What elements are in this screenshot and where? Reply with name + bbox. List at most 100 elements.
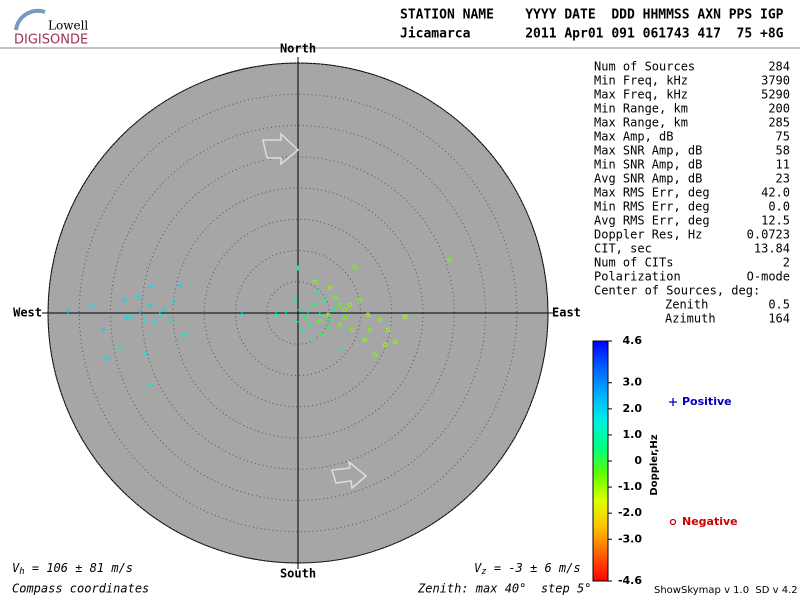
stat-value: 5290 — [761, 88, 790, 102]
stat-label: Min RMS Err, deg — [594, 200, 710, 214]
stat-value: 0.5 — [768, 298, 790, 312]
positive-source — [135, 294, 141, 300]
legend-item: Negative — [669, 515, 738, 528]
drift-arrow — [262, 132, 300, 166]
stat-label: Max Freq, kHz — [594, 88, 688, 102]
stat-label: Min Freq, kHz — [594, 74, 688, 88]
header-columns: STATION NAME YYYY DATE DDD HHMMSS AXN PP… — [400, 8, 784, 23]
positive-source — [338, 347, 344, 353]
positive-source — [117, 345, 123, 351]
positive-source — [239, 311, 245, 317]
stat-value: 285 — [768, 116, 790, 130]
positive-source — [325, 325, 331, 331]
vz-text: = -3 ± 6 m/s — [487, 561, 581, 575]
stats-table: Num of Sources 284 Min Freq, kHz 3790 Max Fr… — [594, 60, 790, 326]
colorbar-tick-label: 0 — [634, 454, 642, 467]
colorbar-tick-label: 4.6 — [623, 334, 643, 347]
positive-source — [309, 337, 315, 343]
positive-source — [293, 319, 299, 325]
negative-source — [367, 327, 373, 333]
vh-text: = 106 ± 81 m/s — [25, 561, 133, 575]
positive-source — [327, 317, 333, 323]
direction-east: East — [552, 306, 581, 320]
positive-source — [283, 309, 289, 315]
vh-label: Vh = 106 ± 81 m/s — [12, 561, 133, 577]
positive-source — [128, 314, 134, 320]
vz-sub: z — [481, 567, 486, 577]
negative-source — [327, 285, 333, 291]
negative-source — [402, 314, 408, 320]
stat-value: 23 — [776, 172, 790, 186]
stat-label: Doppler Res, Hz — [594, 228, 702, 242]
vz-label: Vz = -3 ± 6 m/s — [474, 561, 581, 577]
legend-symbol — [669, 398, 677, 406]
stat-label: Azimuth — [665, 312, 716, 326]
colorbar-tick-label: -2.0 — [618, 506, 642, 519]
stat-label: Polarization — [594, 270, 681, 284]
positive-source — [65, 308, 71, 314]
logo-top: Lowell — [48, 19, 88, 33]
legend-symbol — [669, 518, 677, 526]
stat-label: Num of CITs — [594, 256, 673, 270]
stat-value: 0.0 — [768, 200, 790, 214]
stat-value: 12.5 — [761, 214, 790, 228]
negative-source — [447, 257, 453, 263]
positive-source — [297, 307, 303, 313]
positive-source — [182, 332, 188, 338]
stat-value: 200 — [768, 102, 790, 116]
negative-source — [362, 337, 368, 343]
positive-source — [167, 317, 173, 323]
positive-source — [292, 297, 298, 303]
negative-source — [365, 312, 371, 318]
stat-value: 2 — [783, 256, 790, 270]
positive-source — [273, 311, 279, 317]
negative-source — [332, 295, 338, 301]
direction-west: West — [13, 306, 42, 320]
positive-source — [162, 307, 168, 313]
positive-source — [147, 302, 153, 308]
negative-source — [312, 279, 318, 285]
plot: North South West East — [13, 42, 581, 581]
negative-source — [325, 312, 331, 318]
negative-source — [342, 315, 348, 321]
negative-source — [372, 352, 378, 358]
colorbar — [592, 340, 609, 582]
positive-source — [104, 355, 110, 361]
negative-source — [337, 322, 343, 328]
colorbar-tick-label: -3.0 — [618, 532, 642, 545]
center-title: Center of Sources, deg: — [594, 284, 760, 298]
positive-source — [142, 317, 148, 323]
vz-symbol: V — [474, 561, 482, 575]
stat-label: Max SNR Amp, dB — [594, 144, 702, 158]
positive-source — [100, 327, 106, 333]
header-values: Jicamarca 2011 Apr01 091 061743 417 75 +… — [400, 27, 784, 42]
negative-source — [357, 297, 363, 303]
negative-source — [342, 307, 348, 313]
positive-source — [322, 297, 328, 303]
vh-symbol: V — [12, 561, 20, 575]
positive-source — [152, 319, 158, 325]
stat-value: 284 — [768, 60, 790, 74]
positive-source — [121, 297, 127, 303]
positive-source — [157, 312, 163, 318]
logo-bottom: DIGISONDE — [14, 33, 88, 48]
colorbar-tick-label: 3.0 — [623, 376, 643, 389]
stat-label: Avg SNR Amp, dB — [594, 172, 702, 186]
colorbar-tick-label: -4.6 — [618, 574, 642, 587]
positive-source — [302, 315, 308, 321]
positive-source — [317, 312, 323, 318]
colorbar-tick-label: -1.0 — [618, 480, 642, 493]
stat-value: 3790 — [761, 74, 790, 88]
positive-source — [137, 309, 143, 315]
zenith-label: Zenith: max 40° step 5° — [417, 582, 591, 596]
positive-source — [295, 265, 301, 271]
stat-label: Min SNR Amp, dB — [594, 158, 702, 172]
positive-source — [319, 332, 325, 338]
positive-source — [305, 309, 311, 315]
stat-label: Num of Sources — [594, 60, 695, 74]
stat-label: Max RMS Err, deg — [594, 186, 710, 200]
stat-label: Avg RMS Err, deg — [594, 214, 710, 228]
colorbar-tick-label: 1.0 — [623, 428, 643, 441]
negative-source — [349, 327, 355, 333]
